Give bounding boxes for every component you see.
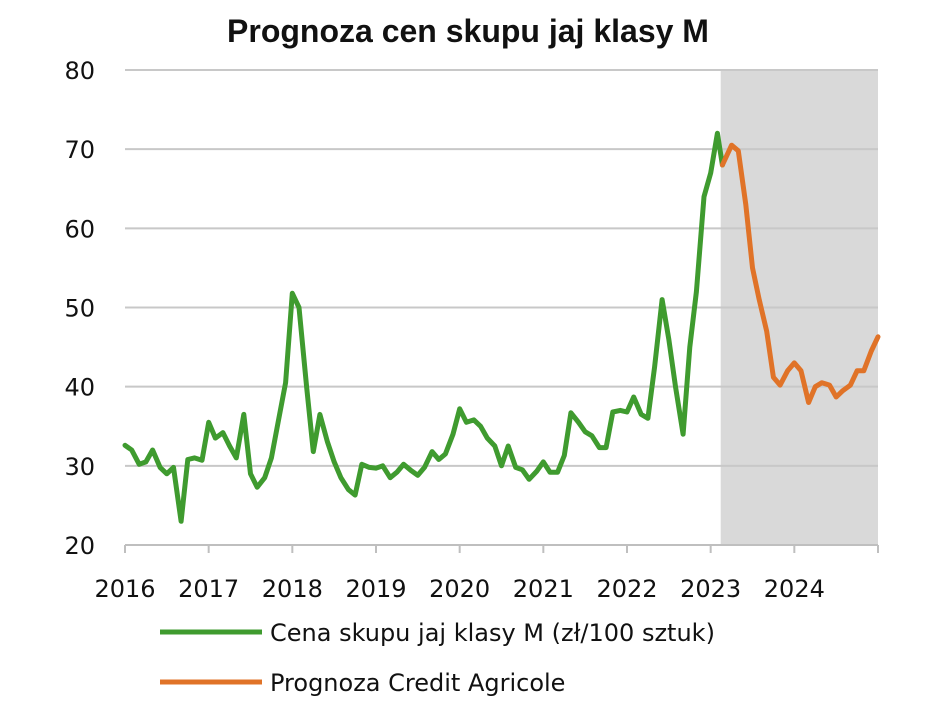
chart-title: Prognoza cen skupu jaj klasy M	[227, 13, 709, 49]
y-tick-label: 40	[64, 374, 95, 402]
series-line-forecast	[719, 142, 881, 405]
x-tick-label: 2024	[764, 575, 825, 603]
series-line-price	[122, 130, 725, 524]
legend-label: Cena skupu jaj klasy M (zł/100 sztuk)	[270, 619, 715, 647]
x-tick-label: 2023	[680, 575, 741, 603]
x-tick-label: 2016	[94, 575, 155, 603]
x-tick-label: 2020	[429, 575, 490, 603]
x-tick-label: 2022	[596, 575, 657, 603]
y-tick-label: 20	[64, 532, 95, 560]
y-tick-label: 80	[64, 57, 95, 85]
x-tick-label: 2019	[345, 575, 406, 603]
legend-label: Prognoza Credit Agricole	[270, 669, 565, 697]
y-tick-label: 30	[64, 453, 95, 481]
x-tick-label: 2018	[262, 575, 323, 603]
y-tick-label: 60	[64, 215, 95, 243]
x-tick-label: 2017	[178, 575, 239, 603]
x-tick-label: 2021	[513, 575, 574, 603]
y-tick-label: 70	[64, 136, 95, 164]
y-tick-label: 50	[64, 295, 95, 323]
